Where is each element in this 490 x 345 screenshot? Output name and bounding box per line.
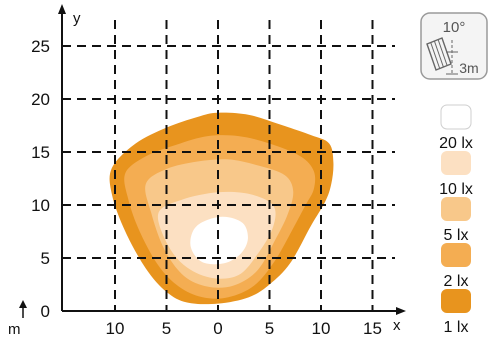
- unit-label: m: [8, 321, 21, 338]
- legend-swatch: [441, 197, 471, 221]
- legend-item: 20 lx: [439, 104, 473, 152]
- x-tick-label: 10: [106, 319, 125, 338]
- legend-item: 1 lx: [441, 289, 471, 336]
- x-tick-label: 10: [312, 319, 331, 338]
- legend-item: 2 lx: [441, 243, 471, 290]
- legend-swatch: [440, 104, 472, 130]
- legend-label: 10 lx: [439, 181, 473, 198]
- legend-label: 5 lx: [444, 227, 469, 244]
- floodlight-icon: [426, 37, 458, 75]
- legend-swatch: [441, 243, 471, 267]
- mount-angle-label: 10°: [443, 19, 466, 36]
- y-tick-label: 0: [41, 302, 50, 321]
- y-tick-label: 10: [31, 196, 50, 215]
- x-axis-arrow: [396, 307, 406, 315]
- y-tick-label: 15: [31, 143, 50, 162]
- legend-item: 5 lx: [441, 197, 471, 244]
- legend-label: 20 lx: [439, 135, 473, 152]
- grid: [62, 20, 395, 311]
- y-tick-label: 20: [31, 90, 50, 109]
- x-tick-label: 0: [213, 319, 222, 338]
- x-tick-label: 15: [363, 319, 382, 338]
- legend: 20 lx 10 lx 5 lx 2 lx 1 lx: [439, 104, 473, 336]
- x-tick-label: 5: [265, 319, 274, 338]
- unit-arrow-head-icon: [19, 300, 27, 308]
- unit-marker: m: [8, 300, 27, 338]
- plot-area: [62, 20, 395, 311]
- y-tick-label: 25: [31, 37, 50, 56]
- y-tick-label: 5: [41, 249, 50, 268]
- x-tick-label: 5: [162, 319, 171, 338]
- y-axis-label: y: [73, 10, 81, 27]
- legend-label: 1 lx: [444, 319, 469, 336]
- axes: [58, 4, 406, 315]
- mount-height-label: 3m: [459, 60, 478, 76]
- contour-20-lx: [190, 216, 248, 265]
- legend-swatch: [441, 289, 471, 313]
- x-axis-label: x: [393, 317, 401, 334]
- legend-item: 10 lx: [439, 151, 473, 198]
- legend-label: 2 lx: [444, 273, 469, 290]
- tick-labels: 10 5 0 5 10 15 0 5 10 15 20 25 y x m: [8, 10, 401, 338]
- y-axis-arrow: [58, 4, 66, 14]
- mount-badge: 10° 3m: [420, 12, 488, 80]
- legend-swatch: [441, 151, 471, 175]
